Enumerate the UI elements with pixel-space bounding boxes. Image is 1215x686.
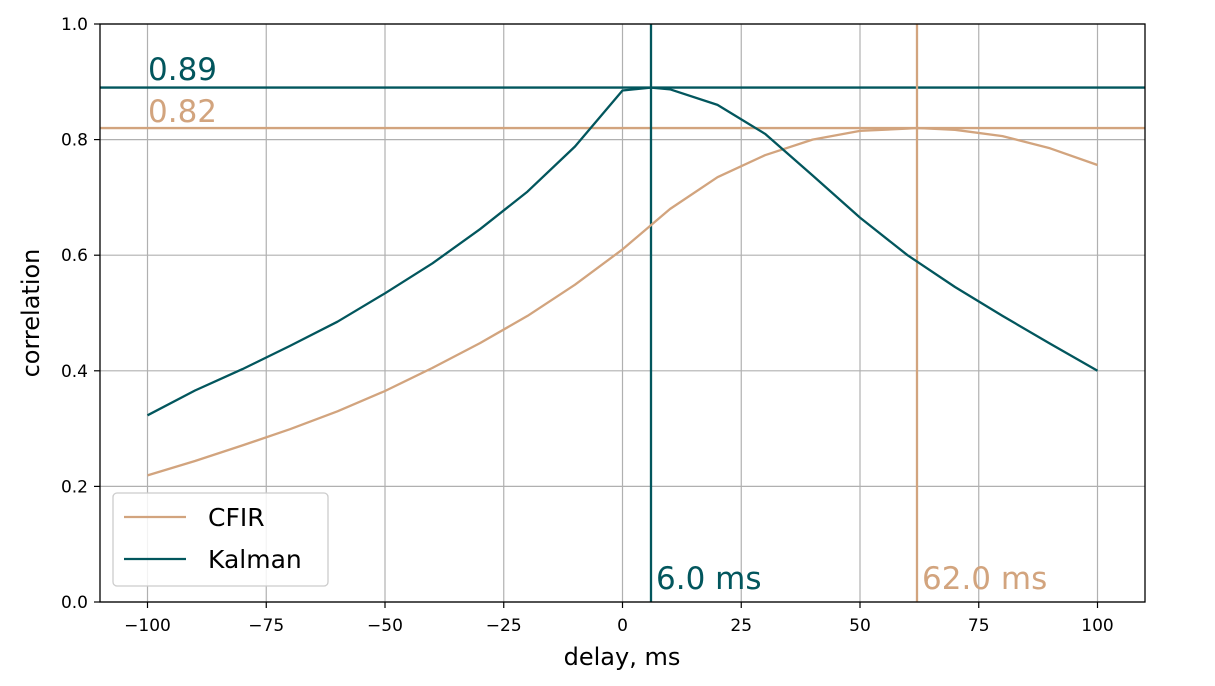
y-tick-label: 0.4 [61,362,88,382]
reference-lines [100,24,1145,602]
x-tick-label: −25 [486,616,522,636]
x-tick-label: −100 [124,616,171,636]
legend-label-kalman: Kalman [208,545,302,574]
annotation-kalman-peak-value: 0.89 [148,52,217,88]
x-tick-label: 75 [968,616,990,636]
x-tick-label: 0 [617,616,628,636]
series-line-kalman [146,86,1099,417]
x-tick-label: −50 [367,616,403,636]
y-tick-label: 0.0 [61,593,88,613]
x-tick-label: −75 [248,616,284,636]
legend: CFIR Kalman [112,492,329,587]
x-tick-label: 25 [730,616,752,636]
x-tick-label: 100 [1081,616,1113,636]
x-tick-label: 50 [849,616,871,636]
ticks: −100 −75 −50 −25 0 25 50 75 100 0.0 0.2 0.4 0.6 0.8 1.… [61,15,1114,636]
y-tick-label: 0.8 [61,131,88,151]
annotation-cfir-peak-value: 0.82 [148,94,217,130]
y-tick-label: 0.2 [61,477,88,497]
series-line-cfir [147,126,1098,477]
legend-label-cfir: CFIR [208,503,265,532]
annotation-kalman-peak-delay: 6.0 ms [656,561,762,597]
y-tick-label: 1.0 [61,15,88,35]
y-tick-label: 0.6 [61,246,88,266]
annotation-cfir-peak-delay: 62.0 ms [922,561,1047,597]
series-lines [146,86,1099,477]
x-axis-label: delay, ms [564,643,681,671]
y-axis-label: correlation [17,249,45,378]
